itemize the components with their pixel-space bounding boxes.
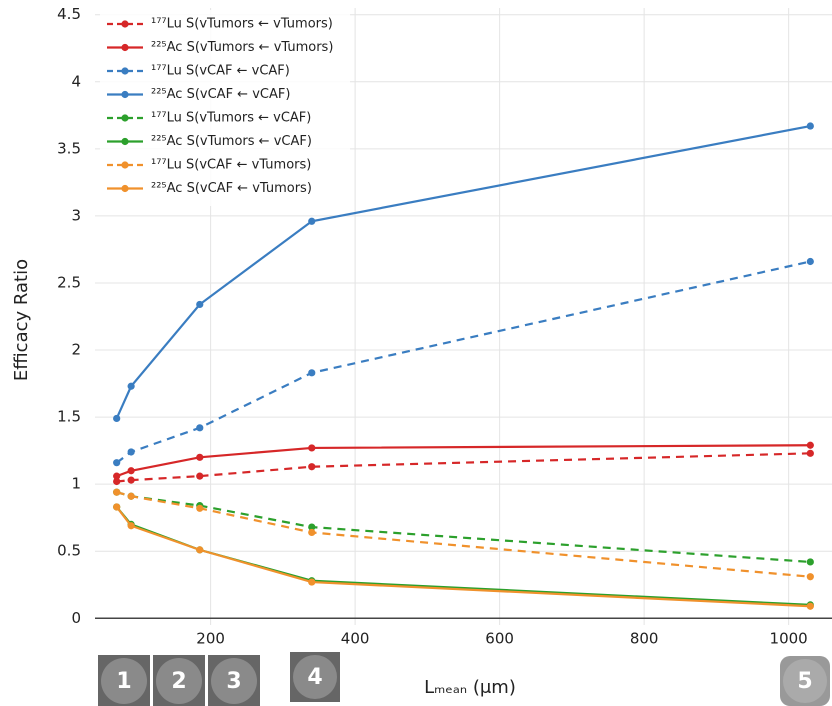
- point: [113, 477, 121, 486]
- thumbnail-disc: [156, 658, 202, 704]
- legend-label: ²²⁵Ac S(vCAF ← vCAF): [151, 87, 290, 102]
- x-axis-label: Lₘₑₐₙ (μm): [424, 677, 516, 698]
- legend-marker: [121, 43, 129, 52]
- x-tick-label: 200: [196, 630, 225, 648]
- point: [196, 472, 204, 480]
- point: [127, 522, 135, 530]
- point: [196, 453, 204, 461]
- point: [113, 488, 121, 496]
- point: [196, 504, 204, 512]
- x-tick-label: 600: [485, 630, 514, 648]
- y-axis-label: Efficacy Ratio: [11, 259, 32, 381]
- legend-marker: [121, 67, 129, 75]
- legend-marker: [121, 137, 129, 146]
- point: [127, 382, 135, 390]
- point: [308, 523, 316, 531]
- point: [113, 472, 121, 480]
- legend-label: ¹⁷⁷Lu S(vCAF ← vCAF): [151, 64, 290, 79]
- point: [196, 300, 204, 309]
- point: [806, 257, 814, 266]
- legend-marker: [121, 161, 129, 169]
- point: [806, 449, 814, 457]
- point: [127, 448, 135, 456]
- series-line: [116, 452, 811, 483]
- thumbnail-disc: [293, 655, 337, 699]
- legend-label: ¹⁷⁷Lu S(vCAF ← vTumors): [151, 158, 311, 173]
- y-tick-label: 2.5: [57, 273, 81, 291]
- point: [113, 459, 121, 467]
- y-tick-label: 0: [71, 609, 81, 627]
- point: [308, 528, 316, 537]
- point: [806, 602, 814, 610]
- point: [113, 503, 121, 511]
- point: [308, 217, 316, 225]
- y-tick-label: 1: [71, 475, 81, 493]
- legend-marker: [121, 90, 129, 99]
- legend-marker: [121, 184, 129, 193]
- legend-label: ²²⁵Ac S(vTumors ← vTumors): [151, 40, 333, 55]
- thumbnail-label: 1: [116, 669, 131, 694]
- y-tick-label: 2: [71, 341, 81, 359]
- point: [127, 467, 135, 475]
- x-tick-label: 400: [341, 630, 370, 648]
- legend-label: ¹⁷⁷Lu S(vTumors ← vTumors): [151, 17, 333, 32]
- point: [806, 441, 814, 449]
- legend-box: [100, 10, 350, 206]
- y-tick-label: 4.5: [57, 5, 81, 23]
- point: [196, 424, 204, 432]
- point: [308, 444, 316, 452]
- point: [308, 578, 316, 586]
- thumbnail-label: 5: [797, 669, 812, 694]
- thumbnail-disc: [211, 658, 257, 704]
- point: [308, 463, 316, 471]
- thumbnail-label: 3: [226, 669, 241, 694]
- series-line: [115, 506, 811, 608]
- point: [127, 476, 135, 484]
- y-tick-label: 3: [71, 206, 81, 224]
- x-tick-label: 1000: [770, 630, 808, 648]
- legend-label: ¹⁷⁷Lu S(vTumors ← vCAF): [151, 111, 311, 126]
- point: [127, 492, 135, 500]
- thumbnail-label: 2: [171, 669, 186, 694]
- legend-label: ²²⁵Ac S(vCAF ← vTumors): [151, 181, 312, 196]
- point: [308, 369, 316, 377]
- point: [806, 122, 814, 130]
- thumbnail-label: 4: [307, 665, 322, 690]
- series-line: [116, 491, 811, 578]
- y-tick-label: 1.5: [57, 408, 81, 426]
- y-tick-label: 4: [71, 72, 81, 90]
- legend-marker: [121, 114, 129, 122]
- point: [806, 558, 814, 566]
- y-tick-label: 3.5: [57, 139, 81, 157]
- point: [196, 546, 204, 554]
- y-tick-label: 0.5: [57, 542, 81, 560]
- legend-marker: [121, 20, 129, 28]
- series-line: [116, 444, 811, 478]
- thumbnail-disc: [101, 658, 147, 704]
- point: [806, 573, 814, 581]
- legend-label: ²²⁵Ac S(vTumors ← vCAF): [151, 134, 312, 149]
- series-line: [116, 260, 811, 464]
- point: [113, 414, 121, 423]
- x-tick-label: 800: [630, 630, 659, 648]
- thumbnail-disc: [783, 659, 827, 703]
